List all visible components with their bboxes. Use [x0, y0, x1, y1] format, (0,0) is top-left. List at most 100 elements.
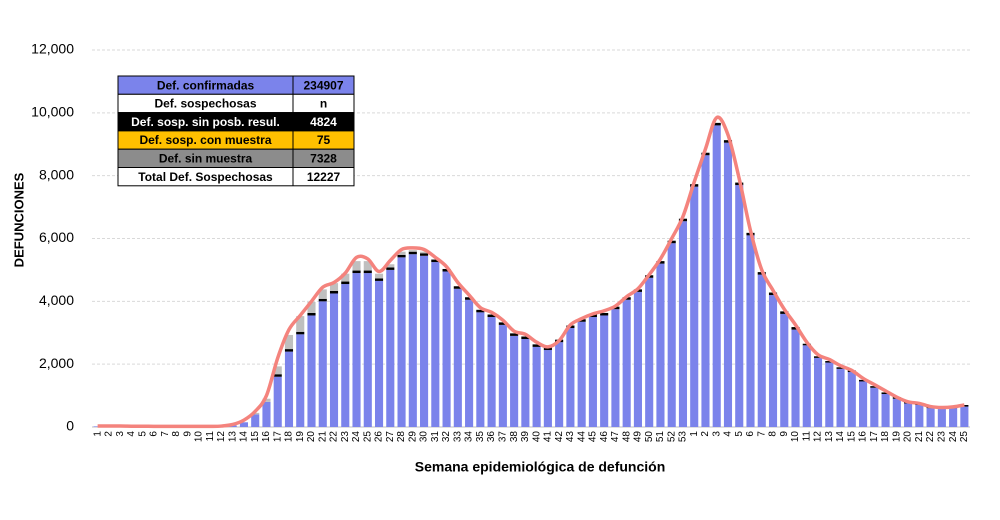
- bar-segment: [960, 406, 969, 427]
- x-tick-label: 24: [351, 431, 362, 443]
- bar-segment: [836, 368, 845, 427]
- x-tick-label: 47: [610, 431, 621, 443]
- x-tick-label: 41: [543, 431, 554, 443]
- bar-segment: [881, 392, 890, 395]
- bar-segment: [510, 333, 519, 336]
- y-tick-label: 8,000: [39, 166, 74, 182]
- x-tick-label: 48: [621, 431, 632, 443]
- bar-segment: [723, 140, 733, 143]
- bar-segment: [352, 273, 361, 427]
- bar-segment: [712, 125, 721, 428]
- x-tick-label: 4: [126, 431, 137, 437]
- y-axis-title: DEFUNCIONES: [11, 172, 26, 267]
- bar-segment: [341, 281, 350, 285]
- bar-segment: [656, 261, 665, 264]
- bar-segment: [487, 314, 496, 318]
- table-label: Def. sosp. sin posb. resul.: [131, 115, 280, 129]
- bar-segment: [453, 288, 462, 427]
- x-tick-label: 4: [723, 431, 734, 437]
- bar-segment: [600, 312, 609, 316]
- bar-segment: [453, 286, 462, 289]
- x-tick-label: 31: [430, 431, 441, 443]
- x-tick-label: 29: [407, 431, 418, 443]
- x-tick-label: 53: [678, 431, 689, 443]
- bar-segment: [825, 361, 834, 363]
- bar-segment: [408, 251, 417, 255]
- x-tick-label: 15: [250, 431, 261, 443]
- x-tick-label: 20: [903, 431, 914, 443]
- x-tick-label: 49: [633, 431, 644, 443]
- bar-segment: [420, 255, 429, 427]
- x-tick-label: 42: [554, 431, 565, 443]
- x-tick-label: 21: [914, 431, 925, 443]
- x-tick-label: 8: [768, 431, 779, 437]
- x-tick-label: 11: [801, 431, 812, 442]
- bar-segment: [318, 298, 327, 302]
- x-tick-label: 20: [306, 431, 317, 443]
- bar-segment: [374, 273, 384, 279]
- x-tick-label: 6: [745, 431, 756, 437]
- x-tick-label: 7: [160, 431, 171, 437]
- bar-segment: [859, 381, 868, 427]
- bar-segment: [239, 422, 249, 427]
- bar-segment: [915, 405, 924, 427]
- bar-segment: [813, 356, 823, 358]
- bar-segment: [329, 290, 339, 294]
- x-tick-label: 26: [374, 431, 385, 443]
- bar-segment: [926, 408, 935, 427]
- x-tick-label: 25: [959, 431, 970, 443]
- x-tick-label: 8: [171, 431, 182, 437]
- bar-segment: [521, 336, 530, 340]
- bar-segment: [859, 379, 868, 382]
- table-label: Def. sosp. con muestra: [139, 133, 271, 147]
- y-tick-label: 6,000: [39, 229, 74, 245]
- bar-segment: [341, 284, 350, 427]
- bar-segment: [656, 263, 665, 427]
- bar-segment: [543, 350, 552, 427]
- bar-segment: [363, 273, 372, 427]
- x-tick-label: 45: [588, 431, 599, 443]
- bar-segment: [397, 257, 406, 427]
- table-row: [117, 167, 355, 187]
- x-tick-label: 16: [858, 431, 869, 443]
- table-value: 7328: [310, 152, 337, 166]
- bar-segment: [386, 269, 395, 427]
- bar-segment: [352, 270, 361, 274]
- x-tick-label: 19: [891, 431, 902, 443]
- x-tick-label: 16: [261, 431, 272, 443]
- bar-segment: [273, 366, 282, 375]
- x-tick-label: 5: [734, 431, 745, 437]
- bar-segment: [431, 262, 440, 427]
- bar-segment: [870, 387, 879, 427]
- table-label: Def. sin muestra: [159, 152, 253, 166]
- bar-segment: [296, 331, 305, 335]
- bar-segment: [374, 280, 384, 427]
- bar-segment: [397, 254, 406, 258]
- x-tick-label: 12: [216, 431, 227, 443]
- bar-segment: [284, 349, 294, 352]
- x-tick-label: 40: [531, 431, 542, 443]
- x-tick-label: 7: [756, 431, 767, 437]
- bar-segment: [374, 278, 384, 281]
- x-tick-label: 10: [790, 431, 801, 443]
- x-axis-title: Semana epidemiológica de defunción: [415, 459, 666, 475]
- bar-segment: [420, 251, 429, 254]
- bar-segment: [825, 362, 834, 427]
- x-tick-label: 28: [396, 431, 407, 443]
- x-tick-label: 23: [340, 431, 351, 443]
- bar-segment: [284, 334, 294, 350]
- bar-segment: [701, 155, 710, 427]
- bar-segment: [273, 374, 282, 377]
- x-tick-label: 23: [936, 431, 947, 443]
- table-label: Def. confirmadas: [157, 78, 255, 92]
- table-label: Total Def. Sospechosas: [138, 170, 273, 184]
- bar-segment: [577, 321, 586, 427]
- bar-segment: [847, 372, 856, 427]
- table-value: n: [320, 97, 327, 111]
- bar-segment: [735, 185, 744, 427]
- bar-segment: [633, 291, 642, 427]
- bar-segment: [802, 345, 811, 427]
- bar-segment: [611, 309, 620, 427]
- x-tick-label: 13: [227, 431, 238, 443]
- bar-segment: [813, 357, 823, 427]
